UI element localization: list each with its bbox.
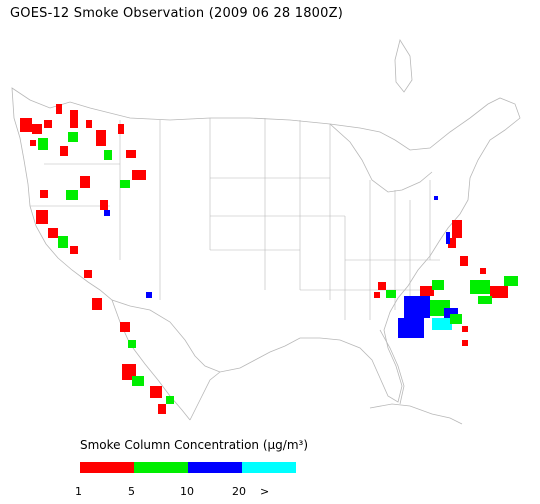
smoke-patch (420, 286, 434, 296)
smoke-patch (80, 176, 90, 188)
smoke-patch (86, 120, 92, 128)
smoke-patch (432, 280, 444, 290)
smoke-patch (504, 276, 518, 286)
smoke-patch (432, 318, 452, 330)
smoke-patch (44, 120, 52, 128)
smoke-patch (120, 322, 130, 332)
mexico-coast (189, 371, 221, 421)
smoke-patch (84, 270, 92, 278)
legend-tick-20: 20 (232, 485, 246, 498)
smoke-patch (56, 104, 62, 114)
smoke-patch (100, 200, 108, 210)
smoke-patch (128, 340, 136, 348)
legend-tick-10: 10 (180, 485, 194, 498)
canada-coast (394, 38, 413, 93)
legend-colorbar (80, 462, 296, 473)
smoke-patch (60, 146, 68, 156)
legend-segment-10-20 (188, 462, 242, 473)
smoke-patch (166, 396, 174, 404)
legend-tick-5: 5 (128, 485, 135, 498)
smoke-patch (104, 150, 112, 160)
smoke-patch (450, 314, 462, 324)
smoke-patch (378, 282, 386, 290)
smoke-patch (20, 118, 32, 132)
smoke-patch (70, 246, 78, 254)
smoke-patch (448, 238, 456, 248)
legend-title: Smoke Column Concentration (μg/m³) (80, 438, 308, 452)
smoke-patch (118, 124, 124, 134)
legend-segment-5-10 (134, 462, 188, 473)
smoke-patch (92, 298, 102, 310)
smoke-patch (434, 196, 438, 200)
smoke-patch (70, 110, 78, 128)
smoke-patch (32, 124, 42, 134)
legend-segment-1-5 (80, 462, 134, 473)
smoke-patch (66, 190, 78, 200)
smoke-patch (446, 232, 450, 244)
smoke-patch (460, 256, 468, 266)
smoke-patch (126, 150, 136, 158)
smoke-patch (480, 268, 486, 274)
smoke-patch (490, 286, 508, 298)
legend-segment-20-plus (242, 462, 296, 473)
smoke-patch (36, 210, 48, 224)
smoke-patch (68, 132, 78, 142)
state-lines (30, 118, 440, 320)
coastline-outline (11, 87, 521, 403)
smoke-patch (452, 220, 462, 238)
florida-peninsula (379, 329, 405, 405)
cuba-outline (369, 403, 463, 425)
smoke-patch (96, 130, 106, 146)
baja-peninsula (111, 299, 191, 421)
smoke-patch (374, 292, 380, 298)
smoke-patch (104, 210, 110, 216)
legend-tick-gt: > (260, 485, 270, 498)
smoke-patch (462, 326, 468, 332)
page-title: GOES-12 Smoke Observation (2009 06 28 18… (10, 6, 343, 21)
smoke-patch (40, 190, 48, 198)
smoke-patch (158, 404, 166, 414)
smoke-patch (444, 308, 458, 318)
smoke-patch (30, 140, 36, 146)
smoke-patch (398, 318, 424, 338)
smoke-patch (386, 290, 396, 298)
smoke-patch (478, 296, 492, 304)
smoke-patch (48, 228, 58, 238)
smoke-patch (132, 376, 144, 386)
great-lakes (329, 123, 433, 193)
smoke-patch (58, 236, 68, 248)
smoke-patch (120, 180, 130, 188)
smoke-patch (462, 340, 468, 346)
basemap (11, 38, 521, 425)
smoke-patch (38, 138, 48, 150)
smoke-patch (150, 386, 162, 398)
smoke-patch (132, 170, 146, 180)
legend-tick-1: 1 (75, 485, 82, 498)
smoke-patch (404, 296, 430, 318)
smoke-overlay (20, 104, 518, 414)
smoke-patch (470, 280, 490, 294)
smoke-patch (146, 292, 152, 298)
